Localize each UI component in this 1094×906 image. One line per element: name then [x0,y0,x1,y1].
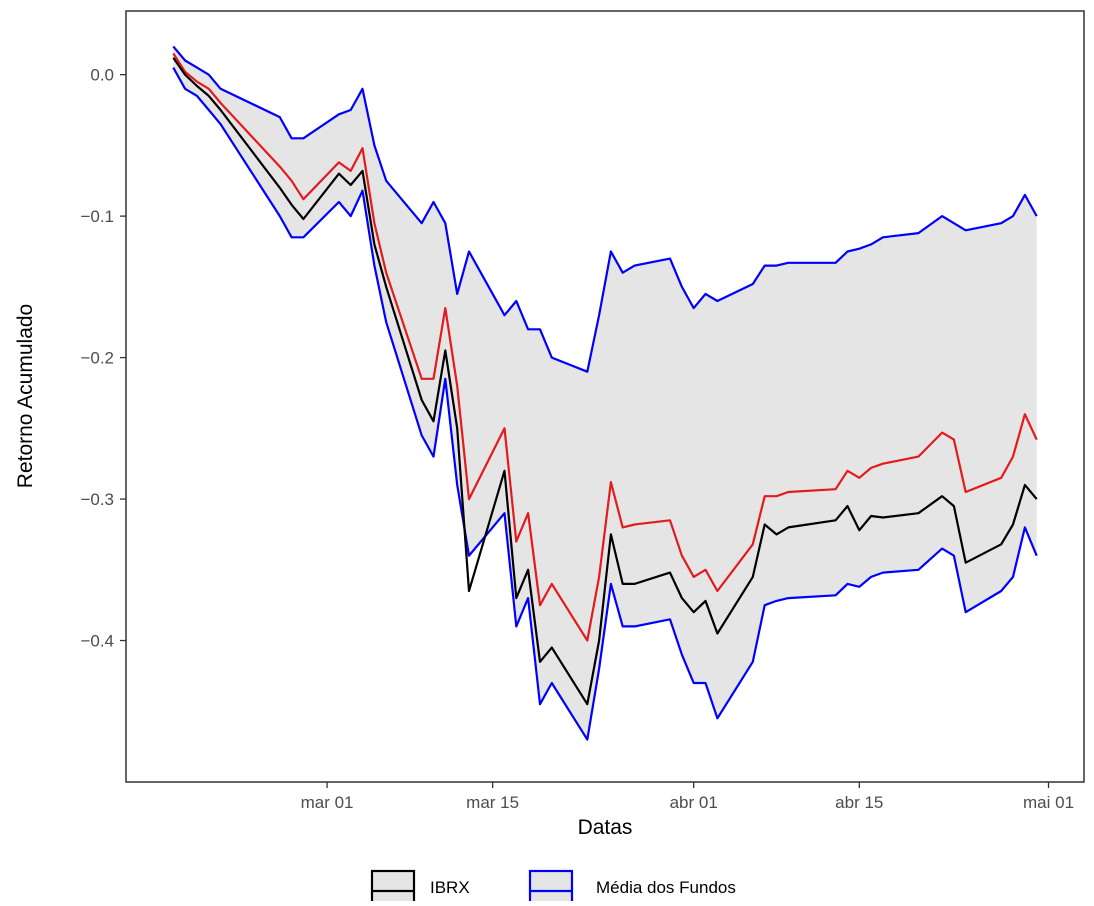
series-line-upper [172,45,1038,373]
legend-item-média-dos-fundos: Média dos Fundos [528,869,736,906]
x-tick-label: abr 15 [835,793,883,812]
series-line-lower [172,67,1038,741]
series-line-red-2 [172,52,1038,642]
legend: IBRX Média dos Fundos [370,869,736,906]
x-tick-label: abr 01 [670,793,718,812]
x-tick-label: mai 01 [1023,793,1074,812]
legend-label: IBRX [430,878,470,897]
plot-frame [125,10,1085,783]
series-line-ibrx [172,57,1038,706]
legend-key [528,869,574,906]
y-tick-label: −0.4 [80,632,114,651]
legend-item-ibrx: IBRX [370,869,470,906]
y-tick-label: −0.3 [80,490,114,509]
y-tick-label: −0.2 [80,349,114,368]
y-tick-label: −0.1 [80,207,114,226]
y-tick-label: 0.0 [90,66,114,85]
legend-label: Média dos Fundos [596,878,736,897]
x-axis-title: Datas [578,816,633,839]
legend-key [370,869,416,906]
y-axis-title: Retorno Acumulado [14,304,37,488]
x-tick-label: mar 15 [466,793,519,812]
x-tick-label: mar 01 [301,793,354,812]
band-area [173,46,1037,740]
